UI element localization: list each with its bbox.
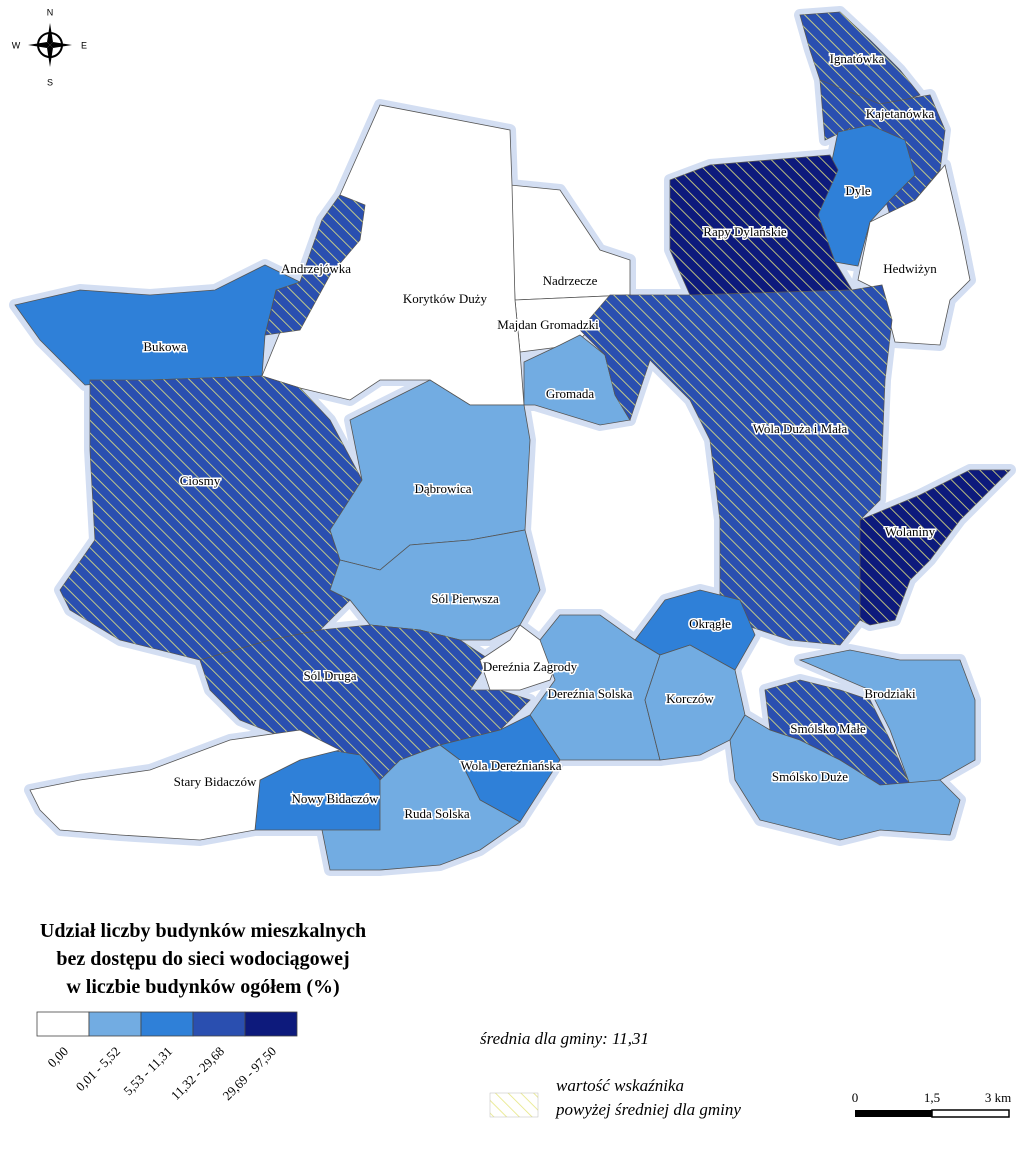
region-label: Brodziaki	[864, 686, 916, 701]
region-label: Ruda Solska	[404, 806, 470, 821]
compass-south: S	[47, 77, 53, 87]
compass-west: W	[12, 40, 21, 50]
region-hatch	[60, 376, 362, 660]
region-label: Nowy Bidaczów	[291, 791, 379, 806]
scale-label: 1,5	[924, 1090, 940, 1105]
legend-class-label: 11,32 - 29,68	[168, 1044, 227, 1103]
region-label: Bukowa	[143, 339, 187, 354]
region	[798, 649, 976, 786]
region-hatch	[860, 470, 1010, 625]
scale-label: 3 km	[985, 1090, 1011, 1105]
hatch-legend-swatch	[489, 1092, 539, 1118]
legend-title: w liczbie budynków ogółem (%)	[66, 976, 339, 998]
region-label: Kajetanówka	[866, 106, 935, 121]
legend-title: bez dostępu do sieci wodociągowej	[56, 948, 349, 970]
region	[14, 264, 302, 386]
region-label: Dereźnia Zagrody	[483, 659, 578, 674]
region-label: Nadrzecze	[543, 273, 598, 288]
region-label: Korczów	[666, 691, 714, 706]
legend-swatch	[36, 1011, 90, 1037]
region-hatch	[265, 195, 365, 335]
legend-swatch	[192, 1011, 246, 1037]
region-label: Dyle	[845, 183, 871, 198]
region-label: Korytków Duży	[403, 291, 488, 306]
mean-note: średnia dla gminy: 11,31	[480, 1029, 649, 1048]
scale-segment	[855, 1110, 932, 1117]
region	[321, 744, 521, 871]
region	[261, 104, 525, 406]
region-hatch	[200, 625, 530, 780]
legend-swatch	[244, 1011, 298, 1037]
hatch-note: powyżej średniej dla gminy	[555, 1100, 741, 1119]
region-label: Majdan Gromadzki	[497, 317, 599, 332]
region-label: Ciosmy	[180, 473, 221, 488]
legend-swatch	[140, 1011, 194, 1037]
legend: Udział liczby budynków mieszkalnych bez …	[36, 920, 741, 1119]
region-labels: Ignatówka Kajetanówka Dyle Rapy Dylańskie He…	[142, 49, 939, 822]
region-label: Smólsko Małe	[790, 721, 866, 736]
region-label: Stary Bidaczów	[174, 774, 257, 789]
region-label: Wola Dereźniańska	[460, 758, 561, 773]
region-hatch	[670, 155, 852, 295]
region-label: Hedwiżyn	[883, 261, 937, 276]
scale-label: 0	[852, 1090, 859, 1105]
hatch-note: wartość wskaźnika	[556, 1076, 684, 1095]
region-label: Dereźnia Solska	[548, 686, 633, 701]
legend-swatch	[88, 1011, 142, 1037]
region-hatch	[765, 680, 910, 785]
regions	[14, 11, 1011, 871]
compass-east: E	[81, 40, 87, 50]
region-label: Rapy Dylańskie	[703, 224, 787, 239]
region-label: Dąbrowica	[414, 481, 471, 496]
legend-class-label: 0,01 - 5,52	[73, 1044, 123, 1094]
region-label: Wolaniny	[885, 524, 936, 539]
scale-bar: 0 1,5 3 km	[852, 1090, 1011, 1118]
region-label: Ignatówka	[830, 51, 885, 66]
compass: N S W E	[12, 7, 87, 87]
region	[729, 714, 961, 841]
legend-class-label: 5,53 - 11,31	[120, 1044, 175, 1099]
legend-class-label: 0,00	[44, 1044, 71, 1071]
region-label: Wola Duża i Mała	[753, 421, 848, 436]
region-label: Sól Pierwsza	[431, 591, 499, 606]
region	[29, 729, 342, 841]
region-label: Okrągłe	[689, 616, 731, 631]
legend-title: Udział liczby budynków mieszkalnych	[40, 920, 366, 942]
region-label: Gromada	[546, 386, 595, 401]
region-label: Smólsko Duże	[772, 769, 848, 784]
region-hatch	[580, 285, 892, 645]
compass-north: N	[47, 7, 54, 17]
region-label: Sól Druga	[303, 668, 356, 683]
region-label: Andrzejówka	[281, 261, 351, 276]
scale-segment	[931, 1109, 1010, 1118]
legend-class-label: 29,69 - 97,50	[219, 1044, 279, 1104]
